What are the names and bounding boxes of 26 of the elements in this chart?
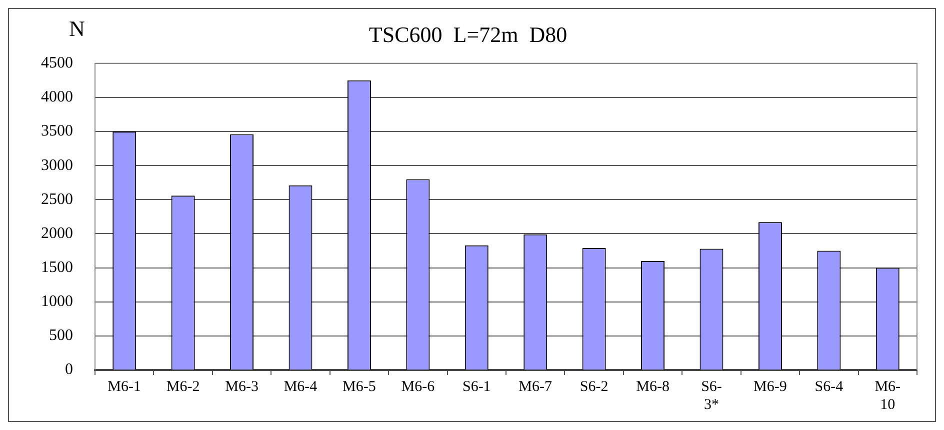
y-axis-title: N [69, 16, 85, 41]
x-tick-label: M6-4 [284, 378, 318, 395]
x-tick-label: M6-8 [636, 378, 670, 395]
x-tick-label: M6-3 [225, 378, 258, 395]
x-tick-label: S6-3* [701, 378, 722, 413]
x-tick-label: S6-1 [462, 378, 491, 395]
x-tick-label: M6-6 [401, 378, 436, 395]
x-tick-label: S6-2 [580, 378, 608, 395]
x-tick-label: S6-4 [814, 378, 844, 395]
x-tick-label: M6-1 [108, 378, 142, 395]
y-tick-label: 3000 [41, 156, 73, 174]
y-tick-label: 1000 [41, 293, 73, 310]
x-tick-label: M6-10 [874, 378, 901, 413]
x-tick-label: M6-2 [166, 378, 200, 395]
y-tick-label: 2000 [41, 224, 73, 242]
y-tick-label: 4500 [41, 54, 73, 72]
x-tick-label: M6-9 [754, 378, 787, 395]
x-tick-label: M6-5 [342, 378, 376, 395]
y-tick-label: 4000 [41, 88, 73, 106]
y-tick-label: 1500 [41, 259, 73, 276]
chart-title: TSC600 L=72m D80 [368, 22, 568, 47]
y-tick-label: 500 [49, 327, 73, 344]
y-tick-label: 0 [65, 361, 73, 378]
y-tick-label: 3500 [41, 122, 73, 140]
x-tick-label: M6-7 [518, 378, 553, 395]
y-tick-label: 2500 [41, 190, 73, 208]
